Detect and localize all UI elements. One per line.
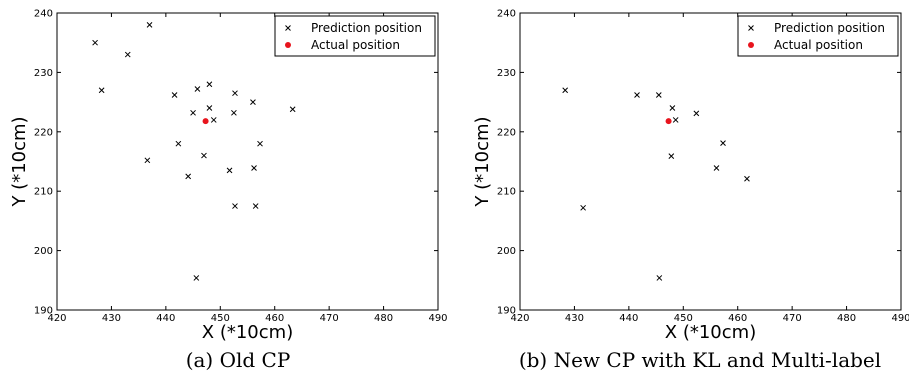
x-tick-label: 430 xyxy=(102,313,121,324)
y-tick-label: 190 xyxy=(497,306,516,317)
scatter-panel-0: 420 430 440 450 460 470 480 490 190 200 210 220 230 2… xyxy=(9,9,448,373)
x-tick-label: 460 xyxy=(728,313,747,324)
prediction-point xyxy=(669,105,676,111)
legend-label: Prediction position xyxy=(774,21,885,35)
legend-box xyxy=(274,15,436,57)
prediction-point xyxy=(226,167,233,174)
prediction-point xyxy=(656,275,663,281)
prediction-point xyxy=(185,173,192,180)
y-tick-label: 220 xyxy=(34,127,53,138)
prediction-point xyxy=(194,86,201,92)
legend-label: Actual position xyxy=(311,38,400,52)
prediction-point xyxy=(171,92,178,98)
x-axis-label: X (*10cm) xyxy=(665,322,756,343)
figure-caption: (b) New CP with KL and Multi-label xyxy=(519,348,881,372)
prediction-point xyxy=(92,39,98,46)
prediction-point xyxy=(175,140,182,147)
x-tick-label: 480 xyxy=(374,313,393,324)
prediction-point xyxy=(672,117,679,123)
y-tick-label: 200 xyxy=(34,246,53,257)
prediction-point xyxy=(655,92,662,98)
y-tick-label: 220 xyxy=(497,127,516,138)
prediction-point xyxy=(190,109,196,116)
prediction-point xyxy=(210,117,217,123)
prediction-point xyxy=(201,152,207,159)
actual-point xyxy=(202,118,209,125)
y-tick-label: 230 xyxy=(497,68,516,79)
x-tick-label: 420 xyxy=(47,313,66,324)
x-tick-label: 470 xyxy=(783,313,802,324)
prediction-point xyxy=(98,87,105,94)
y-tick-label: 230 xyxy=(34,68,53,79)
y-tick-label: 200 xyxy=(497,246,516,257)
y-tick-label: 240 xyxy=(34,9,53,20)
y-axis-label: Y (*10cm) xyxy=(472,116,493,207)
x-tick-label: 450 xyxy=(674,313,693,324)
legend-marker-actual xyxy=(285,42,291,48)
prediction-point xyxy=(289,106,296,113)
x-tick-label: 430 xyxy=(565,313,584,324)
legend-label: Actual position xyxy=(774,38,863,52)
prediction-point xyxy=(251,165,257,171)
prediction-point xyxy=(124,51,131,58)
prediction-point xyxy=(744,175,750,182)
x-tick-label: 450 xyxy=(211,313,230,324)
x-tick-label: 440 xyxy=(619,313,638,324)
prediction-point xyxy=(720,140,726,146)
prediction-point xyxy=(713,165,720,171)
prediction-point xyxy=(252,203,259,209)
legend-label: Prediction position xyxy=(311,21,422,35)
prediction-point xyxy=(206,81,213,88)
x-axis-label: X (*10cm) xyxy=(202,322,293,343)
plot-frame xyxy=(56,12,439,311)
x-tick-label: 460 xyxy=(265,313,284,324)
y-tick-label: 240 xyxy=(497,9,516,20)
actual-point xyxy=(665,118,672,125)
x-tick-label: 420 xyxy=(510,313,529,324)
x-tick-label: 440 xyxy=(156,313,175,324)
prediction-point xyxy=(232,203,238,209)
prediction-point xyxy=(232,90,238,97)
scatter-panel-1: 420 430 440 450 460 470 480 490 190 200 210 220 230 2… xyxy=(472,9,909,373)
prediction-point xyxy=(693,110,700,117)
y-tick-label: 190 xyxy=(34,306,53,317)
prediction-point xyxy=(146,22,153,28)
y-tick-label: 210 xyxy=(497,187,516,198)
x-tick-label: 480 xyxy=(837,313,856,324)
legend-box xyxy=(737,15,899,57)
y-axis-label: Y (*10cm) xyxy=(9,116,30,207)
prediction-point xyxy=(562,87,569,94)
prediction-point xyxy=(257,140,263,147)
x-tick-label: 470 xyxy=(320,313,339,324)
prediction-point xyxy=(580,204,586,211)
legend-marker-prediction xyxy=(285,25,291,31)
x-tick-label: 490 xyxy=(428,313,447,324)
prediction-point xyxy=(193,275,200,281)
plot-frame xyxy=(519,12,902,311)
prediction-point xyxy=(668,153,675,160)
prediction-point xyxy=(144,157,151,164)
x-tick-label: 490 xyxy=(891,313,909,324)
y-tick-label: 210 xyxy=(34,187,53,198)
prediction-point xyxy=(250,99,256,105)
legend-marker-actual xyxy=(748,42,754,48)
prediction-point xyxy=(231,109,237,116)
figure-caption: (a) Old CP xyxy=(186,348,291,372)
prediction-point xyxy=(634,92,640,98)
prediction-point xyxy=(206,105,213,111)
legend-marker-prediction xyxy=(748,25,754,31)
